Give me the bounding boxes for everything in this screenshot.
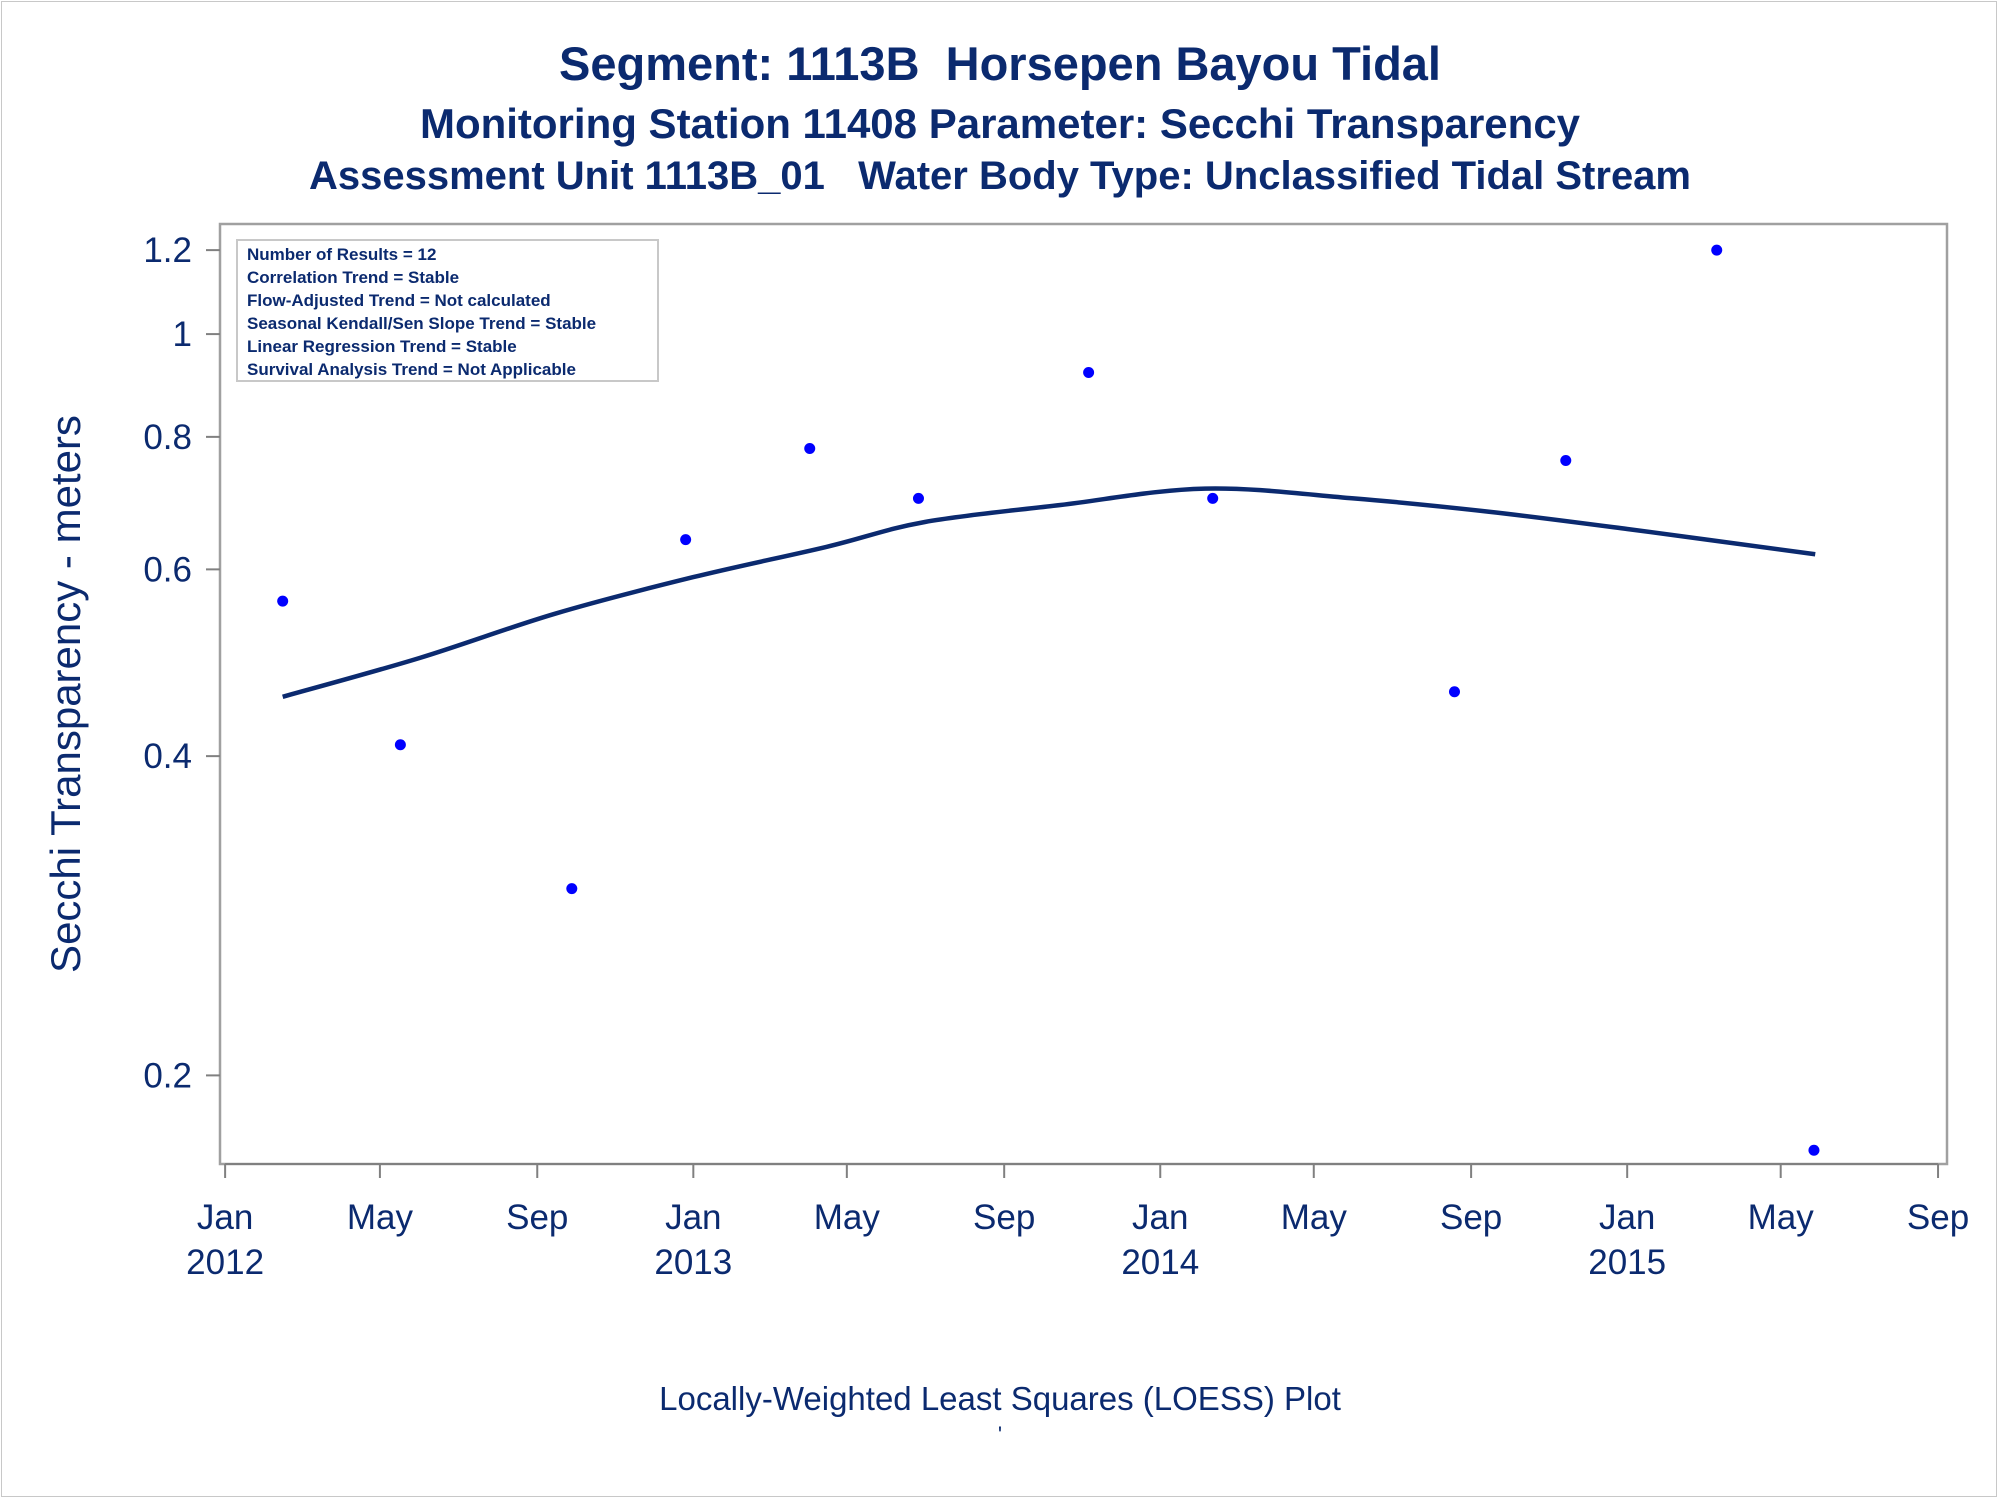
- stats-line: Linear Regression Trend = Stable: [247, 337, 517, 356]
- x-tick-year-label: 2015: [1588, 1243, 1666, 1282]
- x-tick-label: May: [347, 1198, 414, 1237]
- stats-box: Number of Results = 12 Correlation Trend …: [236, 239, 659, 382]
- data-point: [277, 595, 289, 607]
- chart-subtitle-2: Assessment Unit 1113B_01 Water Body Type…: [308, 154, 1691, 198]
- stats-line: Number of Results = 12: [247, 245, 436, 264]
- stats-line: Flow-Adjusted Trend = Not calculated: [247, 291, 551, 310]
- x-tick-year-label: 2014: [1121, 1243, 1199, 1282]
- x-tick-label: May: [1748, 1198, 1815, 1237]
- x-tick-label: Sep: [973, 1198, 1035, 1237]
- y-tick-label: 0.8: [143, 418, 192, 457]
- chart-subtitle: Monitoring Station 11408 Parameter: Secc…: [419, 100, 1581, 147]
- y-tick-label: 0.4: [143, 737, 192, 776]
- data-point: [1083, 366, 1095, 378]
- footnote-mark: ': [997, 1422, 1003, 1447]
- data-point: [680, 534, 692, 546]
- chart-title: Segment: 1113B Horsepen Bayou Tidal: [559, 37, 1441, 90]
- y-tick-label: 1: [173, 315, 192, 354]
- data-point: [566, 883, 578, 895]
- chart-footnote: Locally-Weighted Least Squares (LOESS) P…: [659, 1380, 1341, 1417]
- stats-line: Seasonal Kendall/Sen Slope Trend = Stabl…: [247, 314, 596, 333]
- x-axis: Jan 2012 May Sep Jan 2013 May Sep Jan 2014 May Sep J…: [186, 1163, 1969, 1282]
- x-tick-label: Jan: [1599, 1198, 1655, 1237]
- x-tick-year-label: 2013: [654, 1243, 732, 1282]
- data-point: [1808, 1144, 1820, 1156]
- x-tick-label: Jan: [665, 1198, 721, 1237]
- x-tick-label: Jan: [197, 1198, 253, 1237]
- x-tick-year-label: 2012: [186, 1243, 264, 1282]
- data-point: [1207, 492, 1219, 504]
- x-tick-label: Sep: [1907, 1198, 1969, 1237]
- data-point: [912, 492, 924, 504]
- series-layer: [277, 244, 1820, 1156]
- y-axis-label: Secchi Transparency - meters: [42, 415, 89, 973]
- stats-line: Correlation Trend = Stable: [247, 268, 459, 287]
- data-point: [394, 739, 406, 751]
- y-axis: 0.2 0.4 0.6 0.8 1 1.2: [143, 231, 220, 1095]
- x-tick-label: Sep: [506, 1198, 568, 1237]
- x-tick-label: May: [1281, 1198, 1348, 1237]
- y-tick-label: 0.2: [143, 1056, 192, 1095]
- stats-box-border: [236, 239, 659, 382]
- data-point: [1560, 454, 1572, 466]
- y-tick-label: 0.6: [143, 550, 192, 589]
- x-tick-label: Sep: [1440, 1198, 1502, 1237]
- data-point: [804, 443, 816, 455]
- x-tick-label: May: [814, 1198, 881, 1237]
- y-tick-label: 1.2: [143, 231, 192, 270]
- stats-line: Survival Analysis Trend = Not Applicable: [247, 360, 576, 379]
- data-point: [1711, 244, 1723, 256]
- data-point: [1448, 686, 1460, 698]
- x-tick-label: Jan: [1132, 1198, 1188, 1237]
- loess-line: [282, 486, 1816, 699]
